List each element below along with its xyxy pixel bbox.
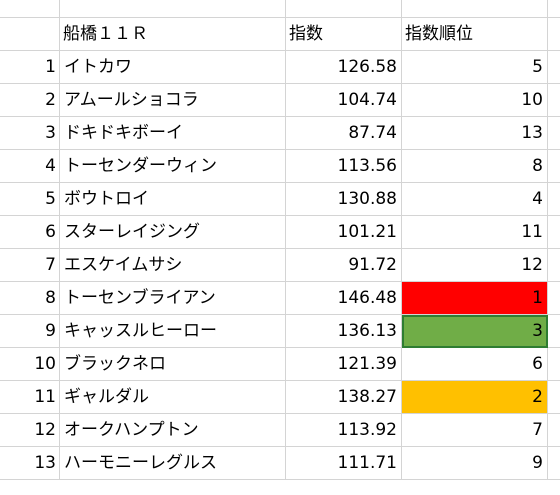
- index-value-cell[interactable]: 104.74: [286, 84, 402, 117]
- horse-number-cell[interactable]: 1: [0, 51, 60, 84]
- grid-cell[interactable]: [60, 0, 286, 18]
- rank-value-cell[interactable]: 5: [402, 51, 548, 84]
- rank-value-cell[interactable]: 4: [402, 183, 548, 216]
- grid-cell[interactable]: [548, 348, 560, 381]
- index-value-cell[interactable]: 101.21: [286, 216, 402, 249]
- horse-number-cell[interactable]: 7: [0, 249, 60, 282]
- horse-number-cell[interactable]: 10: [0, 348, 60, 381]
- rank-value-cell[interactable]: 12: [402, 249, 548, 282]
- grid-cell[interactable]: [548, 183, 560, 216]
- horse-name-cell[interactable]: ボウトロイ: [60, 183, 286, 216]
- rank-value-cell[interactable]: 11: [402, 216, 548, 249]
- grid-cell[interactable]: [548, 216, 560, 249]
- horse-name-cell[interactable]: イトカワ: [60, 51, 286, 84]
- grid-cell[interactable]: [548, 84, 560, 117]
- horse-name-cell[interactable]: オークハンプトン: [60, 414, 286, 447]
- rank-header-cell[interactable]: 指数順位: [402, 18, 548, 51]
- horse-number-cell[interactable]: 3: [0, 117, 60, 150]
- horse-name-cell[interactable]: キャッスルヒーロー: [60, 315, 286, 348]
- horse-name-cell[interactable]: トーセンダーウィン: [60, 150, 286, 183]
- grid-cell[interactable]: [548, 315, 560, 348]
- grid-cell[interactable]: [548, 150, 560, 183]
- grid-cell[interactable]: [548, 447, 560, 480]
- horse-number-cell[interactable]: 2: [0, 84, 60, 117]
- index-value-cell[interactable]: 121.39: [286, 348, 402, 381]
- index-value-cell[interactable]: 126.58: [286, 51, 402, 84]
- rank-value-cell[interactable]: 9: [402, 447, 548, 480]
- index-value-cell[interactable]: 87.74: [286, 117, 402, 150]
- cell-grid: 船橋１１Ｒ 指数 指数順位 1 イトカワ 126.58 5 2 アムールショコラ…: [0, 0, 560, 480]
- grid-cell[interactable]: [286, 0, 402, 18]
- grid-cell[interactable]: [548, 282, 560, 315]
- horse-number-cell[interactable]: 13: [0, 447, 60, 480]
- horse-number-cell[interactable]: 6: [0, 216, 60, 249]
- index-value-cell[interactable]: 138.27: [286, 381, 402, 414]
- index-value-cell[interactable]: 136.13: [286, 315, 402, 348]
- index-value-cell[interactable]: 113.92: [286, 414, 402, 447]
- horse-number-cell[interactable]: 9: [0, 315, 60, 348]
- rank-value-cell[interactable]: 10: [402, 84, 548, 117]
- index-value-cell[interactable]: 130.88: [286, 183, 402, 216]
- grid-cell[interactable]: [548, 51, 560, 84]
- rank-value-cell[interactable]: 7: [402, 414, 548, 447]
- grid-cell[interactable]: [0, 0, 60, 18]
- horse-name-cell[interactable]: ドキドキボーイ: [60, 117, 286, 150]
- index-header-cell[interactable]: 指数: [286, 18, 402, 51]
- grid-cell[interactable]: [548, 249, 560, 282]
- grid-cell[interactable]: [548, 381, 560, 414]
- rank-value-cell[interactable]: 8: [402, 150, 548, 183]
- grid-cell[interactable]: [548, 414, 560, 447]
- rank-value-cell[interactable]: 13: [402, 117, 548, 150]
- horse-number-cell[interactable]: 5: [0, 183, 60, 216]
- index-value-cell[interactable]: 146.48: [286, 282, 402, 315]
- horse-name-cell[interactable]: スターレイジング: [60, 216, 286, 249]
- grid-cell[interactable]: [548, 117, 560, 150]
- rank-value-cell-highlighted[interactable]: 2: [402, 381, 548, 414]
- rank-value-cell-selected[interactable]: 3: [402, 315, 548, 348]
- horse-name-cell[interactable]: トーセンブライアン: [60, 282, 286, 315]
- horse-name-cell[interactable]: ギャルダル: [60, 381, 286, 414]
- grid-cell[interactable]: [548, 0, 560, 18]
- horse-number-cell[interactable]: 4: [0, 150, 60, 183]
- index-value-cell[interactable]: 113.56: [286, 150, 402, 183]
- horse-number-cell[interactable]: 11: [0, 381, 60, 414]
- index-value-cell[interactable]: 91.72: [286, 249, 402, 282]
- horse-name-cell[interactable]: ブラックネロ: [60, 348, 286, 381]
- grid-cell[interactable]: [0, 18, 60, 51]
- rank-value-cell-highlighted[interactable]: 1: [402, 282, 548, 315]
- horse-name-cell[interactable]: アムールショコラ: [60, 84, 286, 117]
- race-title-cell[interactable]: 船橋１１Ｒ: [60, 18, 286, 51]
- grid-cell[interactable]: [402, 0, 548, 18]
- index-value-cell[interactable]: 111.71: [286, 447, 402, 480]
- horse-number-cell[interactable]: 8: [0, 282, 60, 315]
- rank-value-cell[interactable]: 6: [402, 348, 548, 381]
- horse-name-cell[interactable]: ハーモニーレグルス: [60, 447, 286, 480]
- horse-number-cell[interactable]: 12: [0, 414, 60, 447]
- grid-cell[interactable]: [548, 18, 560, 51]
- horse-name-cell[interactable]: エスケイムサシ: [60, 249, 286, 282]
